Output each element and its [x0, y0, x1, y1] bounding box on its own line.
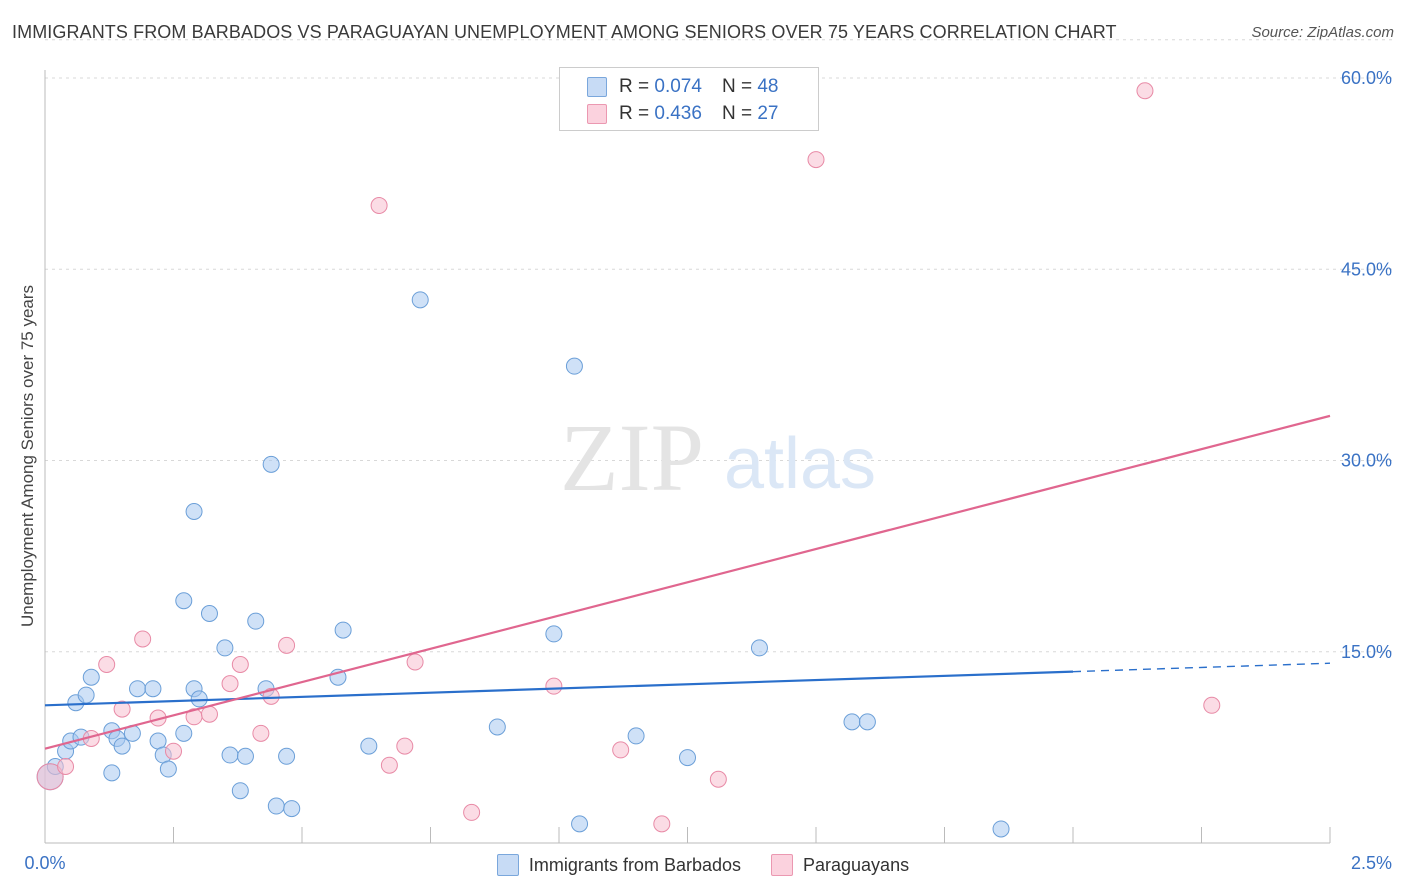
- legend-r-value: 0.436: [654, 103, 702, 124]
- data-point-barbados: [283, 800, 301, 818]
- data-point-barbados: [159, 760, 177, 778]
- data-point-barbados: [236, 747, 254, 765]
- legend-n-value: 27: [757, 103, 779, 124]
- data-point-barbados: [545, 625, 563, 643]
- data-point-paraguayans: [807, 151, 825, 169]
- data-point-paraguayans: [278, 636, 296, 654]
- data-point-paraguayans: [252, 724, 270, 742]
- data-point-paraguayans: [370, 197, 388, 214]
- data-point-paraguayans: [36, 763, 64, 791]
- data-point-paraguayans: [612, 741, 630, 759]
- data-point-barbados: [858, 713, 876, 731]
- data-point-barbados: [278, 747, 296, 765]
- chart-title: IMMIGRANTS FROM BARBADOS VS PARAGUAYAN U…: [12, 22, 1117, 42]
- data-point-barbados: [103, 764, 121, 782]
- legend-n-value: 48: [757, 76, 779, 97]
- data-point-paraguayans: [57, 758, 75, 775]
- data-point-barbados: [113, 737, 131, 755]
- data-point-paraguayans: [380, 756, 398, 774]
- data-point-paraguayans: [1203, 696, 1221, 714]
- data-point-paraguayans: [113, 700, 131, 718]
- data-point-barbados: [144, 680, 162, 698]
- trendline-barbados: [44, 670, 1074, 707]
- data-point-barbados: [571, 815, 589, 833]
- legend-item-paraguayans: Paraguayans: [771, 852, 909, 878]
- data-point-barbados: [750, 639, 768, 657]
- legend-swatch-paraguayans: [771, 854, 793, 876]
- data-point-paraguayans: [406, 653, 424, 671]
- data-point-barbados: [221, 746, 239, 764]
- watermark-atlas: atlas: [724, 424, 876, 504]
- legend-n-label: N =: [721, 103, 753, 124]
- watermark-zip: ZIP: [560, 404, 704, 511]
- y-tick-label: 45.0%: [1341, 259, 1392, 279]
- legend-n-label: N =: [721, 76, 753, 97]
- data-point-barbados: [231, 782, 249, 800]
- data-point-paraguayans: [463, 803, 481, 821]
- data-point-barbados: [262, 455, 280, 473]
- data-point-paraguayans: [134, 630, 152, 648]
- data-point-barbados: [679, 749, 696, 767]
- data-point-paraguayans: [98, 656, 116, 673]
- data-point-barbados: [411, 291, 429, 309]
- legend-swatch-barbados: [496, 854, 519, 876]
- data-point-barbados: [185, 503, 203, 520]
- data-point-barbados: [82, 668, 100, 686]
- trendline-paraguayans: [44, 414, 1331, 750]
- data-point-barbados: [992, 820, 1010, 838]
- trendline-barbados-extension: [1072, 662, 1331, 673]
- data-point-barbados: [200, 605, 218, 622]
- series-legend: Immigrants from Barbados Paraguayans: [0, 852, 1406, 878]
- data-point-paraguayans: [396, 737, 414, 755]
- data-point-barbados: [190, 690, 208, 708]
- legend-item-barbados: Immigrants from Barbados: [496, 852, 741, 878]
- data-point-barbados: [843, 713, 861, 731]
- x-tick-label: 0.0%: [24, 853, 65, 873]
- data-point-paraguayans: [545, 677, 563, 695]
- y-tick-label: 60.0%: [1341, 68, 1392, 88]
- data-point-barbados: [360, 737, 378, 755]
- data-point-paraguayans: [653, 815, 671, 833]
- legend-r-label: R =: [619, 103, 650, 124]
- data-point-barbados: [129, 680, 147, 698]
- legend-r-label: R =: [619, 76, 650, 97]
- data-point-barbados: [334, 621, 352, 639]
- legend-row-barbados: R = 0.074 N = 48: [587, 74, 778, 100]
- data-point-barbados: [77, 686, 95, 704]
- source-label: Source: ZipAtlas.com: [1251, 24, 1394, 41]
- data-point-paraguayans: [262, 687, 280, 705]
- data-point-barbados: [175, 724, 193, 742]
- data-point-barbados: [627, 727, 645, 745]
- data-point-barbados: [267, 797, 285, 815]
- legend-swatch-barbados: [587, 77, 607, 97]
- data-point-paraguayans: [221, 675, 239, 693]
- legend-label-barbados: Immigrants from Barbados: [528, 854, 741, 875]
- data-point-barbados: [488, 718, 506, 736]
- legend-swatch-paraguayans: [587, 104, 607, 124]
- y-tick-label: 30.0%: [1341, 451, 1392, 471]
- data-point-barbados: [565, 357, 583, 375]
- y-tick-label: 15.0%: [1341, 642, 1392, 662]
- data-point-paraguayans: [165, 742, 182, 760]
- correlation-legend: R = 0.074 N = 48 R = 0.436 N = 27: [559, 67, 819, 131]
- legend-row-paraguayans: R = 0.436 N = 27: [587, 101, 778, 127]
- data-point-barbados: [247, 612, 265, 630]
- data-point-paraguayans: [709, 770, 727, 788]
- data-point-paraguayans: [1136, 82, 1154, 100]
- x-tick-label: 2.5%: [1351, 853, 1392, 873]
- data-point-barbados: [216, 639, 234, 657]
- legend-label-paraguayans: Paraguayans: [803, 854, 910, 875]
- legend-r-value: 0.074: [654, 76, 702, 97]
- data-point-barbados: [175, 592, 193, 610]
- data-point-paraguayans: [231, 656, 249, 673]
